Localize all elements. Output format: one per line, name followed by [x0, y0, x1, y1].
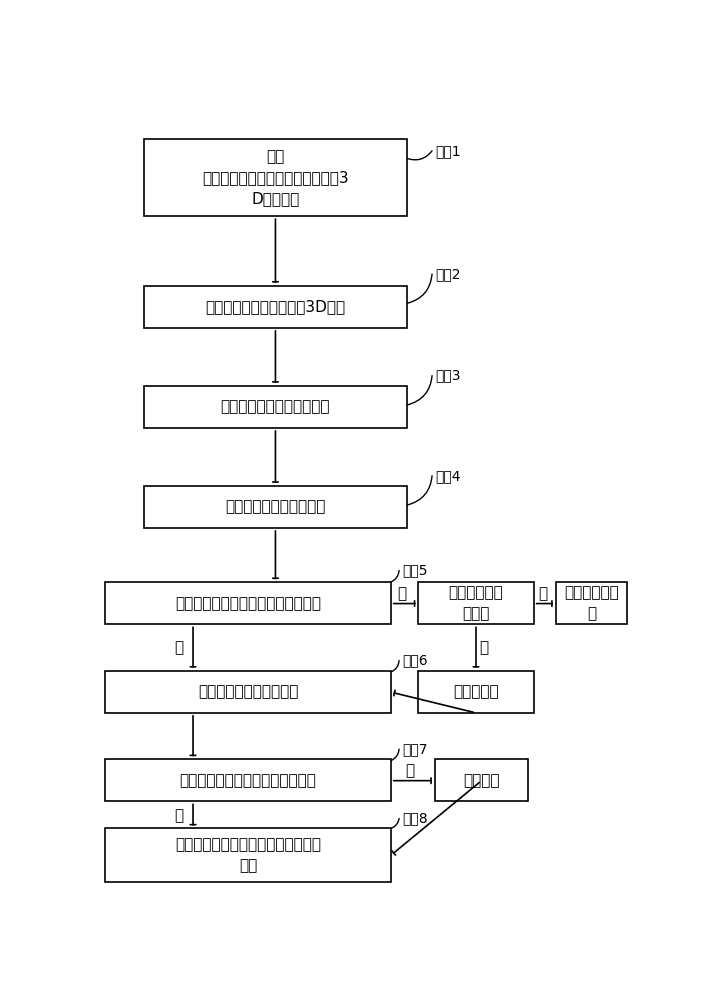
Text: 停止工作并报
警: 停止工作并报 警: [564, 585, 619, 621]
FancyBboxPatch shape: [435, 759, 528, 801]
Text: 判断障碍物是
否可行: 判断障碍物是 否可行: [449, 585, 503, 621]
Text: 步骤6: 步骤6: [402, 654, 428, 668]
FancyBboxPatch shape: [105, 582, 391, 624]
Text: 否: 否: [406, 763, 415, 778]
Text: 步骤4: 步骤4: [435, 469, 460, 483]
Text: 生成自动叉车工作环境的3D地图: 生成自动叉车工作环境的3D地图: [206, 299, 345, 314]
Text: 步骤5: 步骤5: [402, 563, 428, 577]
FancyBboxPatch shape: [143, 486, 407, 528]
FancyBboxPatch shape: [143, 139, 407, 216]
Text: 绕开障碍物: 绕开障碍物: [453, 684, 499, 699]
Text: 获取
自动叉车工作环境中各个像素点的3
D坐标信息: 获取 自动叉车工作环境中各个像素点的3 D坐标信息: [202, 149, 349, 206]
Text: 是: 是: [174, 808, 184, 823]
FancyBboxPatch shape: [105, 759, 391, 801]
Text: 否: 否: [538, 586, 547, 601]
Text: 步骤2: 步骤2: [435, 267, 460, 281]
FancyBboxPatch shape: [143, 286, 407, 328]
Text: 导航到目标位置并判断是否有障碍物: 导航到目标位置并判断是否有障碍物: [175, 596, 321, 611]
FancyBboxPatch shape: [418, 582, 534, 624]
Text: 步骤3: 步骤3: [435, 369, 460, 383]
Text: 否: 否: [174, 640, 184, 655]
FancyBboxPatch shape: [556, 582, 627, 624]
Text: 是: 是: [397, 586, 406, 601]
Text: 是: 是: [480, 640, 489, 655]
Text: 扫描识别货架上的二维码: 扫描识别货架上的二维码: [198, 684, 298, 699]
FancyBboxPatch shape: [105, 828, 391, 882]
Text: 步骤1: 步骤1: [435, 144, 460, 158]
FancyBboxPatch shape: [143, 386, 407, 428]
Text: 判断是否正面朝向货物并对准货物: 判断是否正面朝向货物并对准货物: [179, 773, 316, 788]
Text: 步骤7: 步骤7: [402, 742, 428, 756]
Text: 确定需要工作的目标位置: 确定需要工作的目标位置: [225, 499, 325, 514]
Text: 步骤8: 步骤8: [402, 811, 428, 825]
FancyBboxPatch shape: [418, 671, 534, 713]
FancyBboxPatch shape: [105, 671, 391, 713]
Text: 自动叉车插入货架托盘，完成取货或
放货: 自动叉车插入货架托盘，完成取货或 放货: [175, 837, 321, 873]
Text: 对自动叉车的初始位置定位: 对自动叉车的初始位置定位: [220, 399, 330, 414]
Text: 校准朝向: 校准朝向: [463, 773, 500, 788]
